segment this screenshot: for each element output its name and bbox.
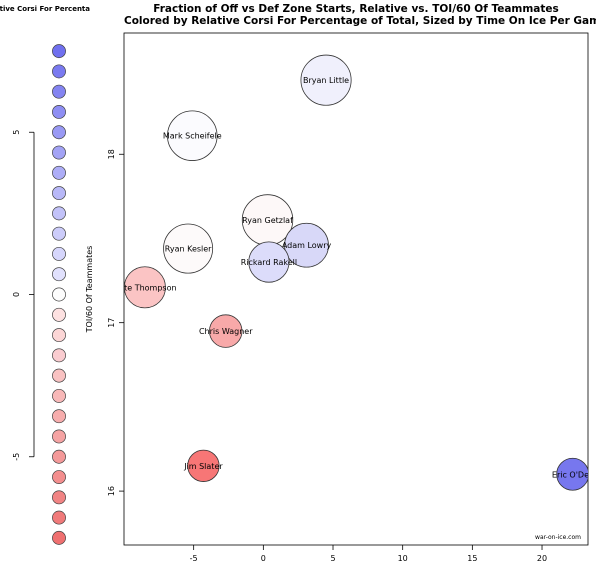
legend-swatch [52, 267, 66, 282]
watermark: war-on-ice.com [535, 534, 581, 541]
bubble-label: Chris Wagner [199, 327, 253, 336]
legend-swatch [52, 409, 66, 424]
y-tick-label: 17 [107, 318, 116, 328]
legend-swatch [52, 328, 66, 343]
legend-swatch [52, 186, 66, 201]
bubble-rickard-rakell [248, 241, 290, 283]
bubble-label: Eric O'Dell [552, 470, 594, 479]
bubble-label: Jim Slater [183, 462, 223, 471]
legend-swatch [52, 449, 66, 464]
bubble-label: Adam Lowry [282, 241, 332, 250]
legend-swatch [52, 165, 66, 180]
bubble-nate-thompson [124, 266, 166, 309]
y-tick-label: 18 [107, 149, 116, 159]
bubble-eric-o-dell [556, 457, 588, 491]
legend-swatch [52, 429, 66, 444]
bubble-chris-wagner [209, 314, 243, 348]
y-tick-label: 16 [107, 486, 116, 496]
bubble-label: Mark Scheifele [163, 132, 222, 141]
legend-swatch [52, 84, 66, 99]
x-tick-label: 15 [467, 554, 477, 563]
bubble-layer: Bryan Little Mark Scheifele Ryan Getzlaf Ry… [113, 54, 594, 491]
bubble-label: Ryan Getzlaf [242, 216, 293, 225]
legend-swatch [52, 388, 66, 403]
legend-swatch [52, 64, 66, 79]
x-tick-label: 0 [261, 554, 266, 563]
chart-title: Fraction of Off vs Def Zone Starts, Rela… [153, 3, 559, 15]
chart-subtitle: Colored by Relative Corsi For Percentage… [124, 15, 596, 27]
bubble-ryan-kesler [163, 223, 214, 274]
x-tick-label: 5 [330, 554, 335, 563]
x-tick-label: 10 [398, 554, 408, 563]
legend-swatch [52, 530, 66, 545]
bubble-jim-slater [187, 449, 220, 482]
legend-swatch [52, 105, 66, 119]
bubble-label: Rickard Rakell [241, 258, 297, 267]
legend-swatch [52, 287, 66, 302]
legend-swatch [52, 246, 66, 261]
bubble-label: Ryan Kesler [165, 245, 212, 254]
y-axis-label: TOI/60 Of Teammates [85, 246, 94, 334]
legend-title: iative Corsi For Percenta [0, 5, 90, 13]
legend-swatch [52, 145, 66, 160]
legend-tick-label: -5 [12, 453, 21, 461]
x-tick-label: 20 [537, 554, 547, 563]
bubble-adam-lowry [284, 222, 329, 268]
legend-swatch [52, 470, 66, 484]
legend-tick-label: 5 [12, 130, 21, 135]
legend-tick-label: 0 [12, 292, 21, 297]
bubble-bryan-little [300, 54, 352, 106]
bubble-label: Nate Thompson [113, 283, 176, 292]
bubble-label: Bryan Little [303, 76, 349, 85]
legend-swatch [52, 510, 66, 525]
legend-swatch [52, 490, 66, 505]
legend-swatch [52, 348, 66, 363]
legend-swatch [52, 206, 66, 221]
bubble-mark-scheifele [167, 110, 218, 161]
legend-swatch [52, 125, 66, 140]
x-tick-label: -5 [190, 554, 198, 563]
legend-swatch [52, 44, 66, 59]
legend-swatch [52, 307, 66, 322]
legend-swatch [52, 226, 66, 241]
legend-swatch [52, 368, 66, 383]
